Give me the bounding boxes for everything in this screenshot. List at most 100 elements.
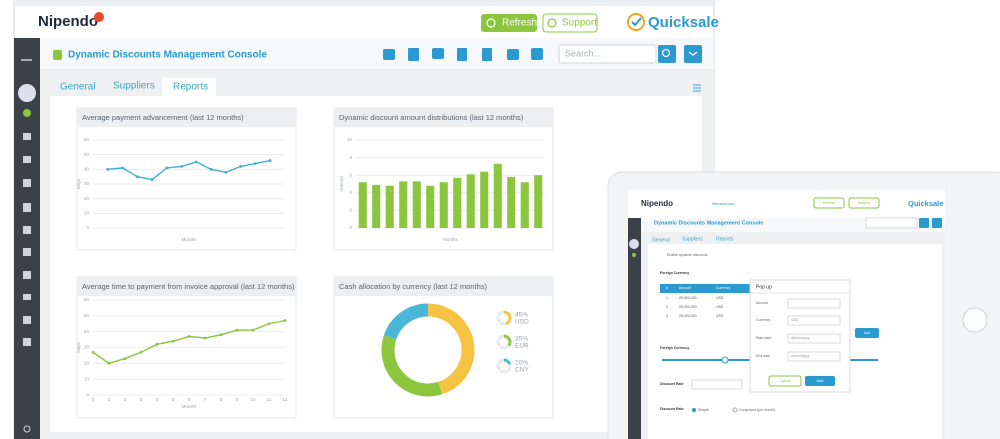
tablet-text: Quicksale — [908, 199, 943, 208]
bar — [520, 182, 529, 228]
tablet-text: Nipendo — [641, 199, 673, 208]
tablet-sidebar — [628, 218, 641, 439]
tool-icon[interactable] — [482, 48, 492, 61]
data-point — [283, 319, 287, 322]
popup-input — [787, 298, 841, 309]
nav-icon[interactable] — [23, 248, 31, 256]
tablet-search-box — [865, 217, 918, 229]
tablet-text: Reports — [716, 236, 734, 242]
tab[interactable]: Suppliers — [113, 81, 155, 92]
bar — [466, 174, 475, 228]
tablet-refresh — [813, 197, 845, 209]
tab[interactable]: Reports — [173, 82, 208, 93]
tablet-text: Start date — [756, 336, 771, 340]
data-point — [209, 167, 213, 171]
x-tick-label: 9 — [236, 397, 239, 402]
nav-icon[interactable] — [23, 294, 31, 300]
data-point — [139, 350, 143, 354]
data-point — [180, 165, 184, 168]
tablet-dropdown — [932, 218, 942, 228]
tool-icon[interactable] — [408, 48, 419, 61]
tablet-text: Currency — [756, 318, 770, 322]
nav-icon[interactable] — [23, 316, 31, 324]
x-tick-label: 6 — [188, 397, 191, 402]
y-tick-label: 50 — [84, 313, 90, 318]
support-button[interactable] — [542, 13, 598, 33]
avatar[interactable] — [18, 84, 36, 102]
bar — [426, 185, 435, 228]
tool-icon[interactable] — [383, 49, 395, 60]
x-tick-label: 3 — [140, 397, 143, 402]
tablet-text: Enable dynamic discounts — [667, 253, 708, 257]
data-point — [150, 178, 154, 182]
tablet-text: End date — [756, 354, 770, 358]
back-button[interactable] — [53, 50, 62, 60]
y-tick-label: 60 — [84, 297, 90, 302]
tablet-cell: 3 — [666, 314, 668, 318]
chart-header — [77, 277, 296, 296]
tool-icon[interactable] — [531, 48, 543, 60]
nav-icon[interactable] — [23, 226, 31, 234]
data-point — [121, 166, 124, 170]
nav-icon[interactable] — [23, 156, 31, 163]
tablet-cell: 25,000,000 — [679, 314, 697, 318]
list-icon[interactable] — [693, 84, 701, 92]
bar — [372, 184, 381, 228]
y-tick-label: 10 — [84, 376, 90, 381]
nav-icon[interactable] — [23, 179, 31, 187]
data-point — [194, 160, 198, 164]
data-line — [107, 159, 271, 181]
chart-panel — [333, 276, 554, 419]
tablet-input — [691, 379, 743, 390]
donut-segment — [381, 303, 475, 397]
tablet-cell: 2 — [666, 305, 668, 309]
bar — [453, 177, 462, 228]
menu-toggle[interactable] — [21, 59, 32, 61]
tablet-text: Amount — [679, 286, 691, 290]
bar — [358, 182, 367, 228]
tablet-text: USD — [791, 318, 799, 322]
tablet-support — [848, 197, 880, 209]
tablet-cell: USD — [716, 314, 724, 318]
legend-value: 20% — [515, 360, 528, 367]
tablet-text: Foreign Currency — [660, 346, 689, 350]
tool-icon[interactable] — [432, 48, 444, 59]
chart-title: Cash allocation by currency (last 12 mon… — [339, 282, 487, 291]
power-icon[interactable] — [23, 425, 31, 433]
search-button[interactable] — [658, 45, 676, 63]
nav-icon[interactable] — [23, 133, 31, 140]
x-tick-label: 12 — [282, 397, 288, 402]
data-point — [235, 328, 239, 332]
nav-icon[interactable] — [23, 203, 31, 212]
tool-icon[interactable] — [457, 48, 467, 61]
data-point — [267, 322, 271, 326]
refresh-icon — [486, 18, 496, 28]
brand-check — [631, 17, 642, 27]
y-axis-label: Days — [76, 178, 81, 189]
nav-icon[interactable] — [23, 271, 31, 279]
search-placeholder: Search... — [565, 48, 601, 58]
tab[interactable]: General — [60, 82, 96, 93]
nav-icon[interactable] — [23, 338, 31, 346]
tablet-cell: 25,000,000 — [679, 296, 697, 300]
x-axis-label: Months — [182, 404, 198, 409]
refresh-button[interactable] — [481, 14, 537, 32]
y-tick-label: 0 — [86, 392, 89, 397]
support-label: Support — [562, 18, 597, 29]
tablet-text: Discount Rate — [660, 382, 684, 386]
dropdown-button[interactable] — [684, 45, 702, 63]
popup-add — [805, 376, 835, 386]
tool-icon[interactable] — [507, 49, 519, 60]
console-title: Dynamic Discounts Management Console — [68, 50, 267, 61]
bar — [385, 185, 394, 228]
chart-panel — [76, 107, 297, 251]
y-tick-label: 8 — [349, 155, 352, 160]
data-point — [187, 335, 191, 338]
chart-header — [334, 108, 553, 127]
x-tick-label: 10 — [250, 397, 256, 402]
brand: Quicksale — [648, 14, 719, 31]
x-tick-label: 8 — [220, 397, 223, 402]
search-box[interactable] — [558, 44, 657, 64]
y-tick-label: 50 — [84, 152, 90, 157]
active-tab[interactable] — [162, 78, 216, 96]
